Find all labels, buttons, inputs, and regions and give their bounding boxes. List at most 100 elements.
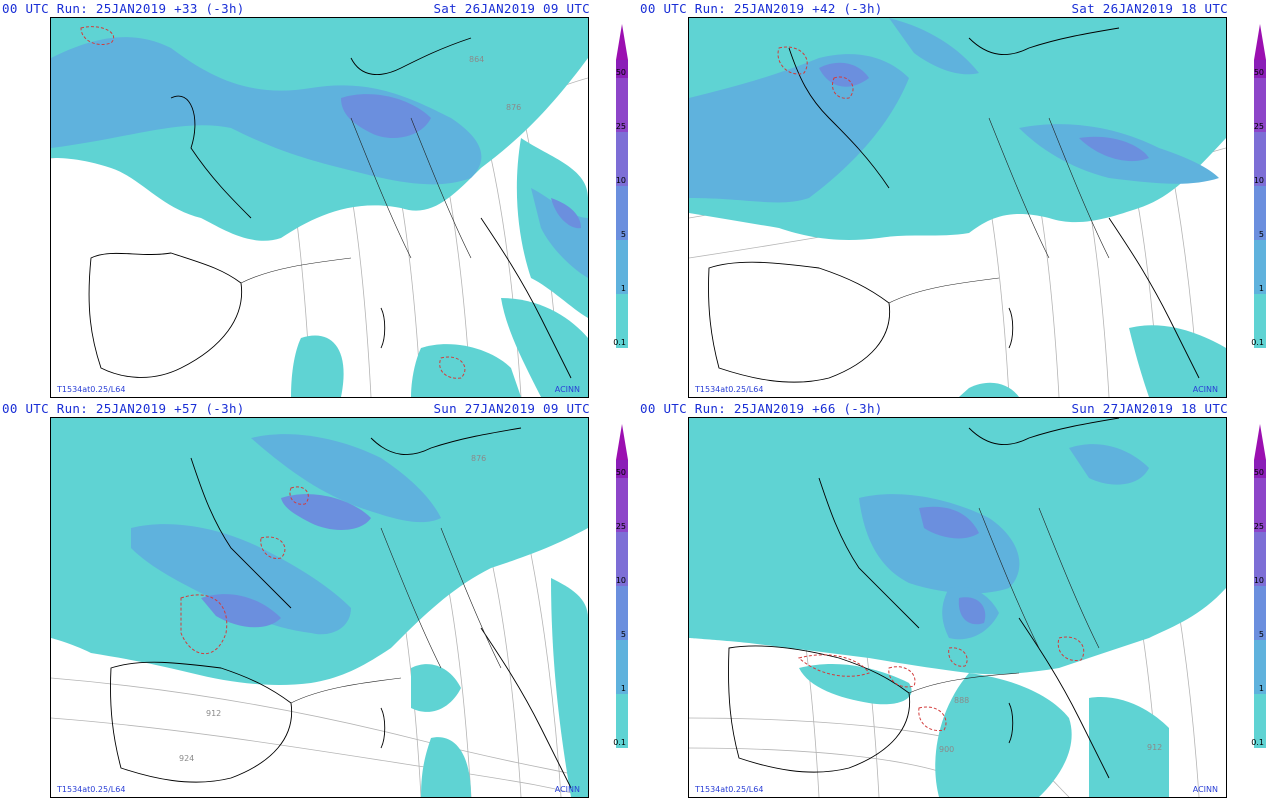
colorbar-segment (1254, 532, 1266, 586)
precip-light (689, 18, 1226, 397)
colorbar-segment (1254, 294, 1266, 348)
borders (290, 527, 502, 704)
colorbar-tick-label: 5 (620, 630, 626, 639)
colorbar-tick-label: 0.1 (613, 338, 626, 347)
valid-time-label: Sat 26JAN2019 09 UTC (433, 1, 590, 16)
precip-moderate (51, 37, 588, 278)
coastlines (728, 418, 1120, 779)
colorbar-tick-label: 5 (620, 230, 626, 239)
colorbar-tick-label: 0.1 (1251, 338, 1264, 347)
precip-light (51, 418, 588, 797)
colorbar-arrow-tip (616, 424, 628, 460)
heavy-precip-outlines (777, 46, 854, 99)
colorbar-segment (616, 694, 628, 748)
model-label: T1534at0.25/L64 (695, 785, 764, 794)
forecast-panel-1: 00 UTC Run: 25JAN2019 +33 (-3h) Sat 26JA… (0, 0, 638, 400)
run-label: 00 UTC Run: 25JAN2019 +33 (-3h) (2, 1, 245, 16)
precipitation-colorbar: 50 25 10 5 1 0.1 (1244, 24, 1276, 354)
colorbar-segment (616, 78, 628, 132)
colorbar-segment (616, 640, 628, 694)
forecast-panel-3: 00 UTC Run: 25JAN2019 +57 (-3h) Sun 27JA… (0, 400, 638, 800)
credit-label: ACINN (1192, 385, 1218, 394)
model-label: T1534at0.25/L64 (57, 385, 126, 394)
valid-time-label: Sun 27JAN2019 18 UTC (1071, 401, 1228, 416)
colorbar-tick-label: 10 (1253, 576, 1264, 585)
colorbar-tick-label: 1 (620, 684, 626, 693)
colorbar-segment (616, 60, 628, 78)
borders (240, 117, 472, 284)
credit-label: ACINN (1192, 785, 1218, 794)
precipitation-colorbar: 50 25 10 5 1 0.1 (1244, 424, 1276, 754)
colorbar-segment (616, 186, 628, 240)
contour-value-labels: 876 912 924 (179, 454, 486, 763)
precip-moderate (859, 444, 1149, 640)
colorbar-tick-label: 25 (1253, 522, 1264, 531)
precip-heavy (919, 506, 986, 625)
contour-label: 876 (471, 454, 486, 463)
colorbar-segment (1254, 186, 1266, 240)
precip-heavy (341, 94, 581, 229)
colorbar-tick-label: 50 (615, 468, 626, 477)
colorbar-segment (616, 532, 628, 586)
colorbar-tick-label: 1 (1258, 684, 1264, 693)
map-graphic (689, 18, 1226, 397)
colorbar-segment (1254, 478, 1266, 532)
heavy-precip-outlines (180, 486, 309, 655)
map-graphic: 876 864 (51, 18, 588, 397)
colorbar-tick-label: 25 (1253, 122, 1264, 131)
heavy-precip-outlines (80, 26, 466, 379)
colorbar-tick-label: 10 (615, 176, 626, 185)
contour-label: 864 (469, 55, 484, 64)
colorbar-arrow-tip (1254, 24, 1266, 60)
colorbar-arrow-tip (1254, 424, 1266, 460)
contour-label: 900 (939, 745, 954, 754)
colorbar-segment (1254, 78, 1266, 132)
contour-label: 924 (179, 754, 194, 763)
colorbar-tick-label: 50 (1253, 468, 1264, 477)
run-label: 00 UTC Run: 25JAN2019 +42 (-3h) (640, 1, 883, 16)
contour-value-labels: 876 864 (469, 55, 521, 112)
colorbar-arrow-tip (616, 24, 628, 60)
run-label: 00 UTC Run: 25JAN2019 +66 (-3h) (640, 401, 883, 416)
precipitation-map: 876 864 T1534at0.25/L64 ACINN (50, 17, 589, 398)
colorbar-segment (616, 240, 628, 294)
coastlines (88, 37, 572, 379)
colorbar-segment (1254, 132, 1266, 186)
contour-label: 912 (206, 709, 221, 718)
precip-heavy (819, 62, 1149, 162)
contour-label: 888 (954, 696, 969, 705)
colorbar-tick-label: 5 (1258, 630, 1264, 639)
colorbar-tick-label: 1 (620, 284, 626, 293)
map-graphic: 888 900 912 (689, 418, 1226, 797)
heavy-precip-outlines (797, 636, 1085, 732)
colorbar-segment (1254, 460, 1266, 478)
colorbar-segment (616, 586, 628, 640)
colorbar-segment (616, 294, 628, 348)
colorbar-tick-label: 0.1 (1251, 738, 1264, 747)
colorbar-segment (1254, 60, 1266, 78)
contour-label: 876 (506, 103, 521, 112)
precip-moderate (131, 434, 441, 635)
run-label: 00 UTC Run: 25JAN2019 +57 (-3h) (2, 401, 245, 416)
coastlines (708, 27, 1200, 383)
map-graphic: 876 912 924 (51, 418, 588, 797)
valid-time-label: Sat 26JAN2019 18 UTC (1071, 1, 1228, 16)
borders (908, 507, 1100, 694)
credit-label: ACINN (554, 785, 580, 794)
valid-time-label: Sun 27JAN2019 09 UTC (433, 401, 590, 416)
colorbar-tick-label: 50 (615, 68, 626, 77)
precipitation-colorbar: 50 25 10 5 1 0.1 (606, 24, 646, 354)
model-label: T1534at0.25/L64 (57, 785, 126, 794)
precipitation-colorbar: 50 25 10 5 1 0.1 (606, 424, 646, 754)
colorbar-segment (1254, 586, 1266, 640)
colorbar-tick-label: 10 (1253, 176, 1264, 185)
precipitation-map: T1534at0.25/L64 ACINN (688, 17, 1227, 398)
colorbar-tick-label: 10 (615, 576, 626, 585)
contour-value-labels: 888 900 912 (939, 696, 1162, 754)
colorbar-segment (616, 132, 628, 186)
credit-label: ACINN (554, 385, 580, 394)
contour-label: 912 (1147, 743, 1162, 752)
colorbar-segment (616, 460, 628, 478)
forecast-panel-4: 00 UTC Run: 25JAN2019 +66 (-3h) Sun 27JA… (638, 400, 1276, 800)
colorbar-tick-label: 1 (1258, 284, 1264, 293)
